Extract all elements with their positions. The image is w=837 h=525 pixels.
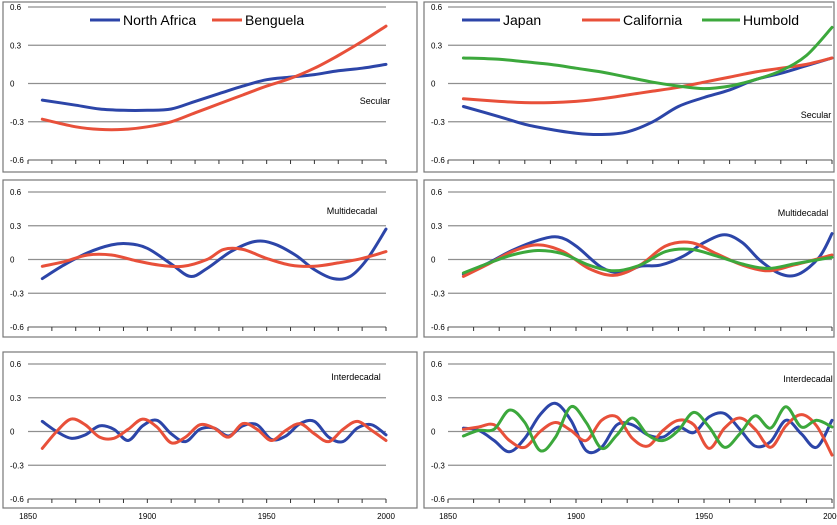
y-tick-label: -0.3 bbox=[431, 289, 445, 298]
series-line-japan bbox=[461, 232, 834, 278]
panel-middle-right: 0.6 0.3 0 -0.3 -0.6 Multidecadal bbox=[423, 179, 835, 338]
y-tick-label: -0.3 bbox=[10, 118, 24, 127]
legend-label: California bbox=[623, 12, 682, 28]
x-tick-label: 2000 bbox=[823, 512, 837, 521]
panel-label: Multidecadal bbox=[778, 208, 829, 218]
y-tick-label: 0.3 bbox=[431, 41, 443, 50]
panel-top-left: 0.6 0.3 0 -0.3 -0.6 Secular North Africa Bengue… bbox=[2, 1, 418, 173]
panel-label: Interdecadal bbox=[331, 372, 381, 382]
x-tick-label: 1950 bbox=[695, 512, 713, 521]
series-line-humbold bbox=[461, 247, 834, 275]
y-tick-label: -0.3 bbox=[10, 461, 24, 470]
y-tick-label: 0 bbox=[10, 80, 15, 89]
series-line-california bbox=[461, 240, 834, 278]
panel-bottom-left: 0.6 0.3 0 -0.3 -0.6 Interdecadal bbox=[2, 351, 418, 509]
legend-bg bbox=[579, 11, 685, 29]
y-tick-label: 0.6 bbox=[10, 3, 22, 12]
panel-middle-left: 0.6 0.3 0 -0.3 -0.6 Multidecadal bbox=[2, 179, 418, 338]
y-tick-label: 0.3 bbox=[10, 41, 22, 50]
panel-label: Interdecadal bbox=[783, 374, 833, 384]
y-tick-label: 0 bbox=[10, 428, 15, 437]
y-tick-label: 0.6 bbox=[431, 188, 443, 197]
y-tick-label: 0 bbox=[10, 256, 15, 265]
series-line-benguela bbox=[40, 417, 388, 450]
series-line-california bbox=[461, 413, 834, 457]
x-tick-label: 1900 bbox=[567, 512, 585, 521]
y-tick-label: -0.3 bbox=[431, 118, 445, 127]
legend-bg bbox=[87, 11, 199, 29]
panel-top-right: 0.6 0.3 0 -0.3 -0.6 Secular Japan California Hum… bbox=[423, 1, 835, 173]
y-tick-label: 0.6 bbox=[431, 3, 443, 12]
legend-label: Japan bbox=[503, 12, 541, 28]
y-tick-label: -0.6 bbox=[10, 495, 24, 504]
legend-bg bbox=[699, 11, 802, 29]
y-tick-label: -0.6 bbox=[431, 495, 445, 504]
y-tick-label: 0.3 bbox=[431, 394, 443, 403]
series-line-benguela bbox=[40, 24, 388, 132]
x-tick-label: 1900 bbox=[138, 512, 156, 521]
panel-label: Secular bbox=[360, 96, 391, 106]
y-tick-label: -0.6 bbox=[10, 323, 24, 332]
y-tick-label: 0.6 bbox=[10, 188, 22, 197]
legend-label: Benguela bbox=[245, 12, 304, 28]
y-tick-label: 0 bbox=[431, 428, 436, 437]
legend-label: North Africa bbox=[123, 12, 196, 28]
y-tick-label: -0.3 bbox=[431, 461, 445, 470]
series-line-humbold bbox=[461, 404, 834, 453]
x-tick-label: 2000 bbox=[377, 512, 395, 521]
panel-frame bbox=[423, 1, 835, 173]
y-tick-label: 0 bbox=[431, 256, 436, 265]
y-tick-label: 0.3 bbox=[10, 222, 22, 231]
panel-label: Multidecadal bbox=[327, 206, 378, 216]
x-tick-label: 1950 bbox=[258, 512, 276, 521]
legend-bg bbox=[209, 11, 307, 29]
y-tick-label: -0.6 bbox=[10, 156, 24, 165]
panel-bottom-right: 0.6 0.3 0 -0.3 -0.6 Interdecadal bbox=[423, 351, 835, 509]
y-tick-label: 0 bbox=[431, 80, 436, 89]
x-tick-label: 1850 bbox=[439, 512, 457, 521]
series-line-california bbox=[461, 56, 834, 105]
y-tick-label: 0.6 bbox=[431, 360, 443, 369]
y-tick-label: 0.6 bbox=[10, 360, 22, 369]
panel-frame bbox=[423, 179, 835, 338]
legend-label: Humbold bbox=[743, 12, 799, 28]
panel-label: Secular bbox=[801, 110, 832, 120]
series-line-north-africa bbox=[40, 227, 388, 281]
panel-frame bbox=[2, 351, 418, 509]
legend-bg bbox=[459, 11, 544, 29]
series-line-benguela bbox=[40, 246, 388, 269]
series-line-north-africa bbox=[40, 62, 388, 112]
x-tick-label: 1850 bbox=[19, 512, 37, 521]
y-tick-label: 0.3 bbox=[10, 394, 22, 403]
y-tick-label: -0.6 bbox=[431, 156, 445, 165]
y-tick-label: 0.3 bbox=[431, 222, 443, 231]
y-tick-label: -0.6 bbox=[431, 323, 445, 332]
series-line-humbold bbox=[461, 25, 834, 91]
y-tick-label: -0.3 bbox=[10, 289, 24, 298]
panel-frame bbox=[2, 1, 418, 173]
